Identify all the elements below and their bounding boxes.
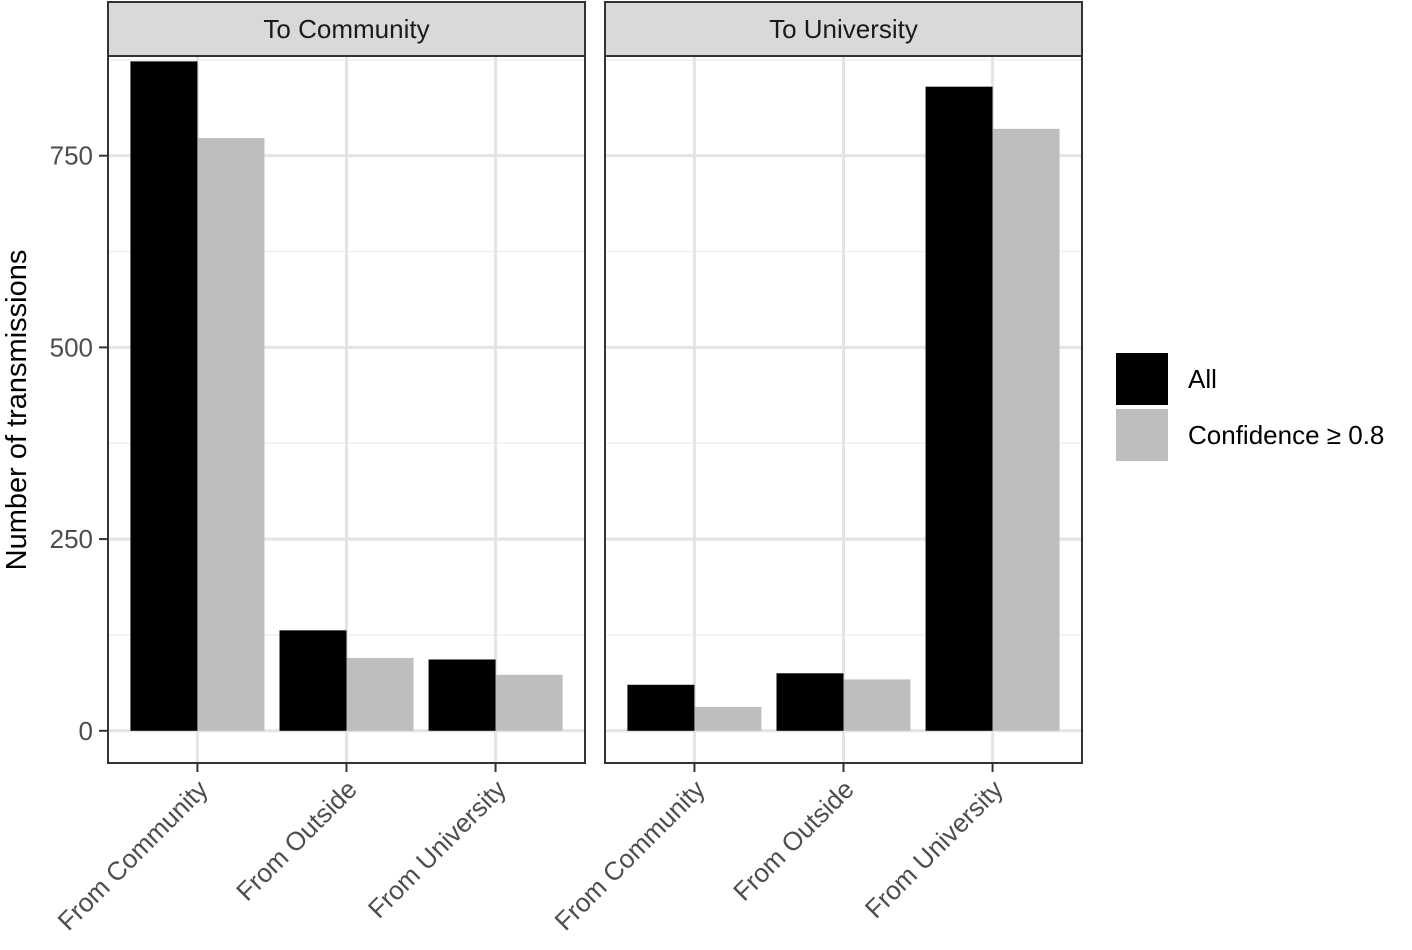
bar-to-university-from-university-confidence [992, 128, 1060, 731]
legend-key-all [1116, 353, 1168, 405]
bar-to-university-from-university-all [925, 86, 993, 731]
facet-strip-title: To Community [263, 14, 429, 44]
x-tick-label: From Outside [230, 774, 363, 907]
bar-to-community-from-outside-confidence [346, 657, 414, 731]
x-tick-label: From Community [51, 774, 213, 936]
bar-to-community-from-community-confidence [197, 138, 265, 731]
facet-strip-background [604, 1, 1083, 57]
legend-label-all: All [1188, 364, 1217, 394]
facet-strips: To Community To University [107, 1, 1083, 57]
y-tick-label: 250 [50, 524, 93, 554]
x-tick-label: From University [859, 774, 1009, 924]
x-tick-label: From Outside [727, 774, 860, 907]
bar-to-university-from-community-all [627, 684, 695, 731]
facet-strip-background [107, 1, 586, 57]
bar-to-community-from-outside-all [279, 630, 347, 731]
x-tick-label: From Community [548, 774, 710, 936]
y-tick-label: 500 [50, 332, 93, 362]
bar-to-university-from-outside-confidence [843, 679, 911, 731]
legend-key-confidence [1116, 409, 1168, 461]
y-tick-label: 750 [50, 141, 93, 171]
bar-to-community-from-university-confidence [495, 674, 563, 731]
x-tick-label: From University [362, 774, 512, 924]
facet-strip-title: To University [769, 14, 918, 44]
y-axis-label: Number of transmissions [1, 250, 33, 571]
y-axis: 0 250 500 750 [50, 141, 108, 746]
bar-to-community-from-university-all [428, 659, 496, 731]
y-tick-label: 0 [79, 716, 93, 746]
bar-to-university-from-community-confidence [694, 707, 762, 731]
legend: All Confidence ≥ 0.8 [1116, 353, 1384, 461]
bar-to-community-from-community-all [130, 61, 198, 731]
bar-to-university-from-outside-all [776, 673, 844, 731]
bars [130, 61, 1060, 731]
x-axis: From Community From Outside From Universit… [51, 763, 1009, 936]
legend-label-confidence: Confidence ≥ 0.8 [1188, 420, 1384, 450]
